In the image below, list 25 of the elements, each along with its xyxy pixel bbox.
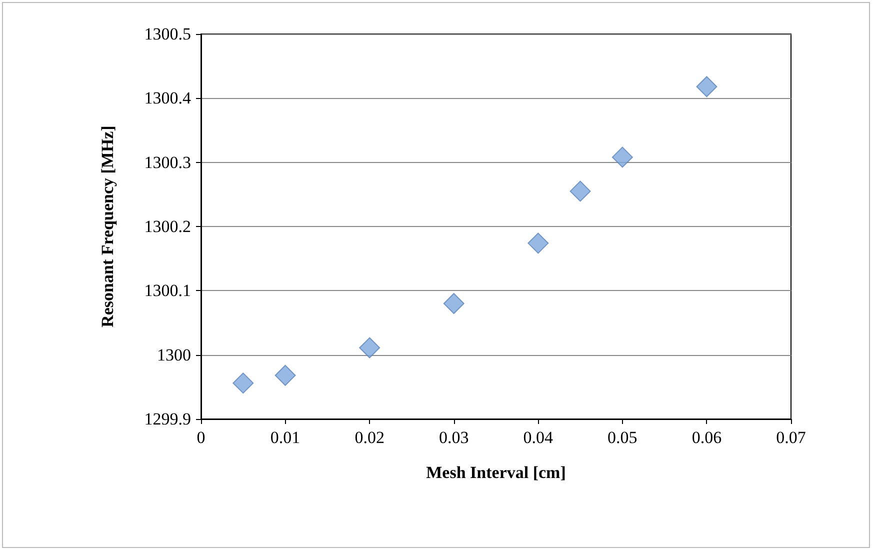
x-axis-title: Mesh Interval [cm] — [426, 463, 566, 482]
y-axis-title: Resonant Frequency [MHz] — [98, 126, 117, 328]
point — [443, 293, 464, 314]
x-tick-label: 0.07 — [776, 428, 806, 447]
point — [528, 232, 549, 254]
y-tick-label: 1300.4 — [144, 88, 192, 108]
y-tick-label: 1300.1 — [144, 281, 191, 300]
point — [274, 364, 296, 386]
point — [232, 372, 254, 394]
y-tick-label: 1300.2 — [144, 217, 191, 236]
point — [570, 180, 591, 202]
x-tick-label: 0.06 — [692, 428, 722, 447]
y-tick-label: 1300.5 — [144, 24, 191, 44]
x-tick-label: 0.05 — [608, 428, 638, 447]
point — [696, 76, 718, 98]
x-tick-label: 0.04 — [523, 428, 554, 447]
x-tick-label: 0.01 — [270, 428, 300, 447]
y-tick-label: 1300.3 — [144, 152, 191, 172]
y-tick-label: 1300 — [157, 345, 191, 364]
x-tick-label: 0.02 — [354, 428, 384, 447]
x-tick-label: 0.03 — [438, 428, 469, 447]
point — [612, 146, 633, 168]
x-tick-label: 0 — [196, 428, 206, 447]
y-tick-label: 1299.9 — [144, 410, 191, 428]
point — [359, 337, 380, 358]
